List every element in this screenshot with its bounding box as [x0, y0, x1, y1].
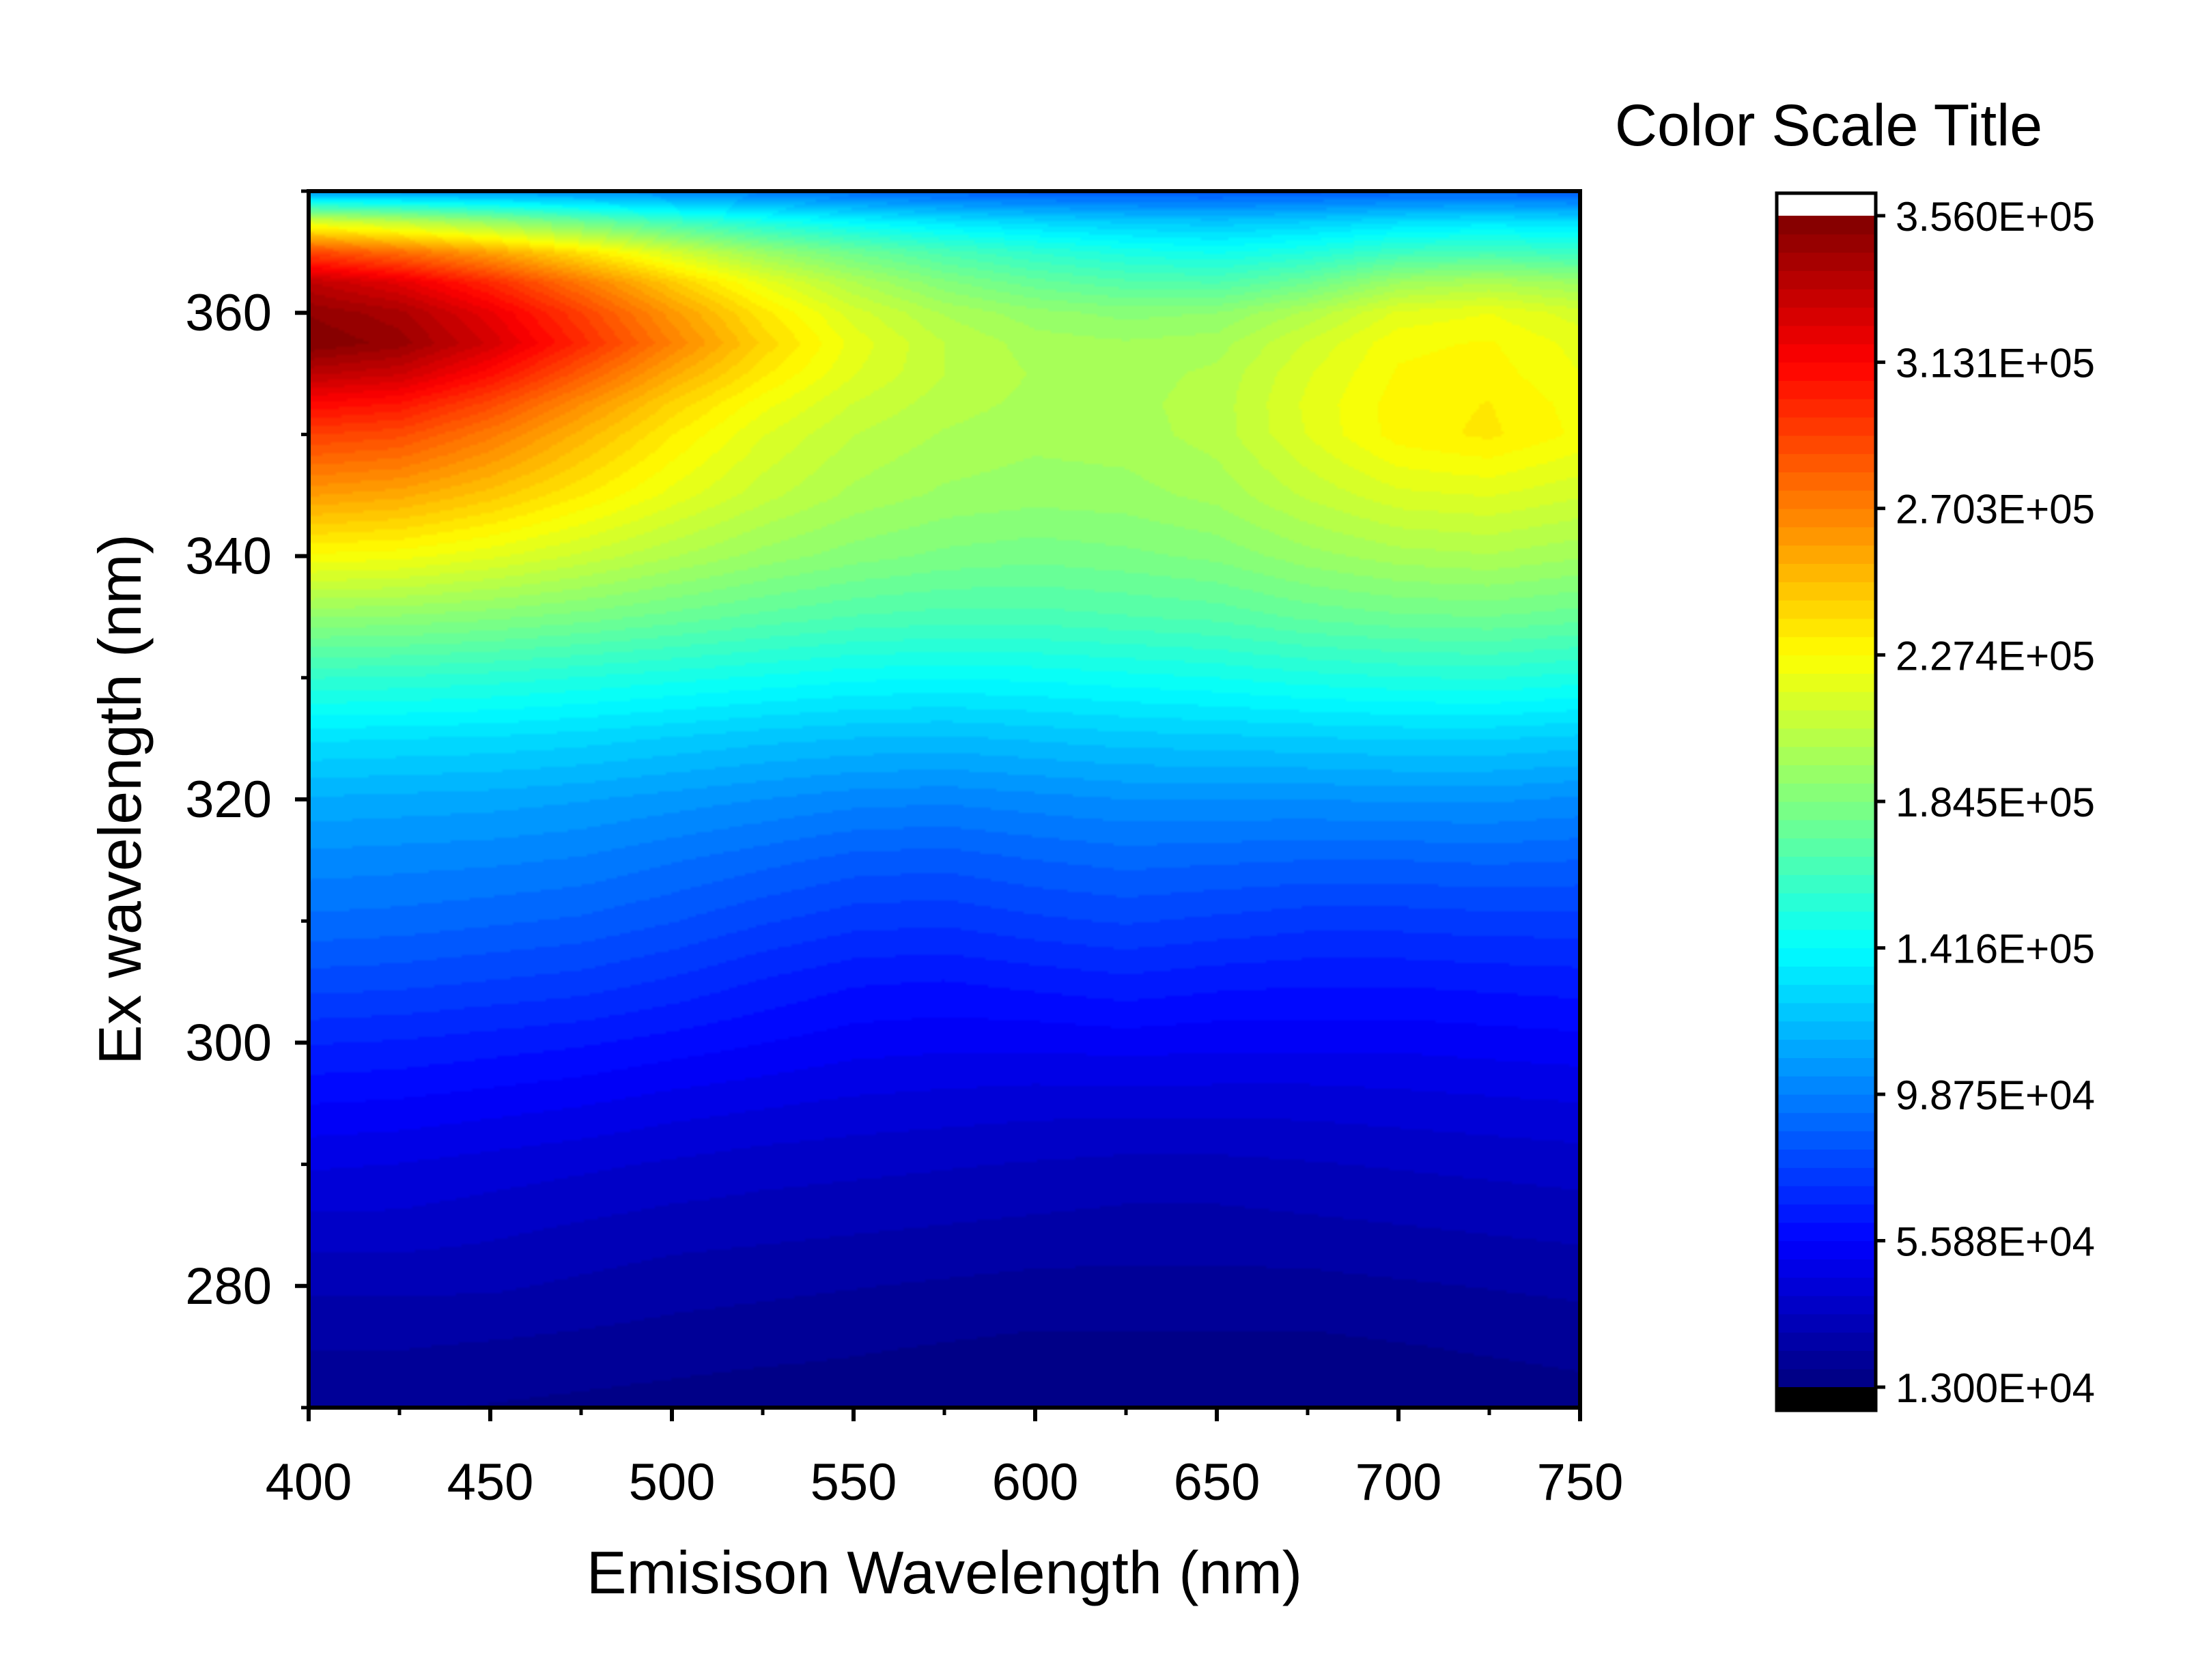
colorbar-above-cap — [1777, 193, 1876, 216]
colorbar-level — [1777, 673, 1876, 692]
colorbar-level — [1777, 655, 1876, 674]
colorbar-tick-label: 2.703E+05 — [1896, 487, 2095, 532]
colorbar-level — [1777, 270, 1876, 289]
colorbar-level — [1777, 856, 1876, 875]
colorbar-level — [1777, 1130, 1876, 1150]
colorbar-level — [1777, 1057, 1876, 1077]
colorbar-tick-label: 1.845E+05 — [1896, 780, 2095, 825]
colorbar-level — [1777, 289, 1876, 308]
colorbar: 1.300E+04 5.588E+04 9.875E+04 1.416E+05 1.84… — [1775, 191, 2095, 1412]
y-axis-label: Ex wavelength (nm) — [86, 534, 154, 1065]
colorbar-level — [1777, 728, 1876, 748]
colorbar-level — [1777, 1186, 1876, 1205]
colorbar-below-cap — [1777, 1387, 1876, 1410]
x-tick-label: 500 — [629, 1453, 716, 1511]
x-tick-label: 550 — [811, 1453, 897, 1511]
x-tick-label: 450 — [447, 1453, 534, 1511]
x-tick-label: 750 — [1537, 1453, 1624, 1511]
colorbar-level — [1777, 709, 1876, 729]
y-tick-label: 320 — [185, 771, 272, 829]
colorbar-level — [1777, 1350, 1876, 1369]
colorbar-tick-label: 1.416E+05 — [1896, 926, 2095, 972]
colorbar-level — [1777, 490, 1876, 509]
colorbar-level — [1777, 1259, 1876, 1278]
colorbar-level — [1777, 362, 1876, 381]
colorbar-level — [1777, 636, 1876, 656]
colorbar-level — [1777, 1332, 1876, 1351]
colorbar-level — [1777, 618, 1876, 638]
colorbar-level — [1777, 1240, 1876, 1259]
x-tick-label: 400 — [266, 1453, 352, 1511]
colorbar-level — [1777, 819, 1876, 839]
colorbar-level — [1777, 600, 1876, 619]
y-tick-label: 360 — [185, 284, 272, 342]
colorbar-level — [1777, 307, 1876, 326]
colorbar-level — [1777, 692, 1876, 711]
colorbar-level — [1777, 801, 1876, 821]
colorbar-level — [1777, 563, 1876, 582]
colorbar-level — [1777, 1021, 1876, 1040]
colorbar-level — [1777, 1277, 1876, 1296]
colorbar-level — [1777, 1167, 1876, 1186]
colorbar-tick-label: 3.131E+05 — [1896, 341, 2095, 386]
colorbar-level — [1777, 526, 1876, 546]
x-tick-label: 700 — [1355, 1453, 1442, 1511]
colorbar-level — [1777, 1295, 1876, 1315]
colorbar-level — [1777, 399, 1876, 418]
colorbar-level — [1777, 216, 1876, 235]
colorbar-level — [1777, 1039, 1876, 1058]
colorbar-level — [1777, 1222, 1876, 1242]
colorbar-level — [1777, 948, 1876, 967]
colorbar-level — [1777, 416, 1876, 436]
colorbar-level — [1777, 746, 1876, 765]
colorbar-tick-label: 9.875E+04 — [1896, 1072, 2095, 1118]
colorbar-tick-label: 5.588E+04 — [1896, 1219, 2095, 1264]
colorbar-level — [1777, 838, 1876, 857]
colorbar-level — [1777, 233, 1876, 253]
colorbar-tick-label: 1.300E+04 — [1896, 1365, 2095, 1411]
y-axis: 280 300 320 340 360 — [185, 189, 309, 1410]
colorbar-level — [1777, 911, 1876, 930]
colorbar-tick-label: 3.560E+05 — [1896, 194, 2095, 240]
x-axis: 400 450 500 550 600 650 700 750 — [266, 1408, 1624, 1511]
colorbar-level — [1777, 874, 1876, 894]
colorbar-level — [1777, 435, 1876, 455]
colorscale-title: Color Scale Title — [1615, 93, 2042, 158]
colorbar-level — [1777, 1094, 1876, 1113]
colorbar-level — [1777, 1313, 1876, 1333]
y-tick-label: 300 — [185, 1014, 272, 1072]
x-tick-label: 650 — [1174, 1453, 1261, 1511]
colorbar-level — [1777, 509, 1876, 528]
contour-heatmap — [309, 191, 1580, 1408]
colorbar-level — [1777, 1149, 1876, 1168]
colorbar-level — [1777, 325, 1876, 345]
x-axis-label: Emisison Wavelength (nm) — [587, 1539, 1302, 1606]
colorbar-level — [1777, 582, 1876, 601]
colorbar-level — [1777, 929, 1876, 949]
colorbar-level — [1777, 1002, 1876, 1022]
colorbar-level — [1777, 966, 1876, 985]
colorbar-level — [1777, 1112, 1876, 1132]
colorbar-level — [1777, 380, 1876, 399]
colorbar-level — [1777, 252, 1876, 272]
colorbar-level — [1777, 765, 1876, 784]
colorbar-level — [1777, 1076, 1876, 1095]
colorbar-tick-label: 2.274E+05 — [1896, 633, 2095, 679]
colorbar-level — [1777, 893, 1876, 912]
colorbar-level — [1777, 783, 1876, 802]
colorbar-level — [1777, 1204, 1876, 1223]
colorbar-level — [1777, 472, 1876, 491]
colorbar-level — [1777, 343, 1876, 363]
colorbar-level — [1777, 1369, 1876, 1388]
x-tick-label: 600 — [992, 1453, 1079, 1511]
colorbar-level — [1777, 453, 1876, 472]
y-tick-label: 340 — [185, 528, 272, 586]
colorbar-level — [1777, 984, 1876, 1003]
colorbar-level — [1777, 545, 1876, 565]
y-tick-label: 280 — [185, 1257, 272, 1315]
